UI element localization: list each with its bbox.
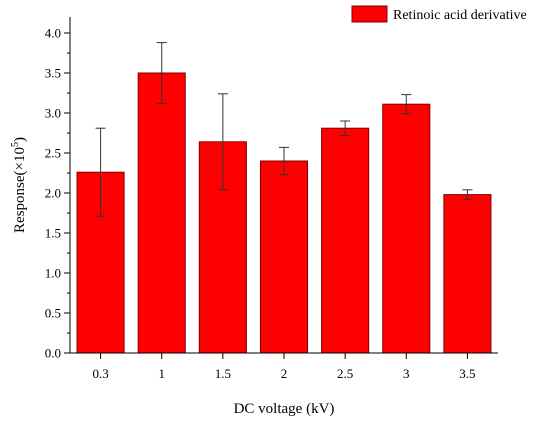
x-tick-label: 2 bbox=[281, 366, 288, 381]
y-tick-label: 2.0 bbox=[45, 186, 61, 201]
y-ticks-group: 0.0 0.5 1.0 1.5 2.0 2.5 3.0 3.5 4.0 bbox=[45, 26, 70, 361]
x-tick-label: 3 bbox=[403, 366, 410, 381]
y-tick-label: 3.5 bbox=[45, 66, 61, 81]
legend: Retinoic acid derivative bbox=[351, 5, 527, 23]
bar bbox=[443, 194, 492, 354]
legend-swatch bbox=[351, 5, 388, 23]
y-axis-title: Response(×105) bbox=[10, 137, 28, 233]
y-tick-label: 1.0 bbox=[45, 266, 61, 281]
y-axis-title-superscript: 5 bbox=[10, 142, 21, 147]
y-tick-label: 2.5 bbox=[45, 146, 61, 161]
bar bbox=[321, 127, 370, 354]
error-bars-group bbox=[95, 42, 473, 217]
x-tick-label: 1 bbox=[158, 366, 165, 381]
legend-label: Retinoic acid derivative bbox=[393, 8, 527, 23]
y-tick-label: 3.0 bbox=[45, 106, 61, 121]
y-tick-label: 0.5 bbox=[45, 306, 61, 321]
x-tick-label: 1.5 bbox=[215, 366, 231, 381]
bars-group bbox=[76, 72, 492, 354]
bar bbox=[259, 160, 309, 354]
bar bbox=[137, 72, 186, 354]
y-tick-label: 1.5 bbox=[45, 226, 61, 241]
y-axis-title-main: Response(×10 bbox=[12, 147, 28, 233]
y-axis-title-suffix: ) bbox=[12, 137, 28, 142]
x-axis-title: DC voltage (kV) bbox=[234, 401, 335, 417]
y-tick-label: 0.0 bbox=[45, 346, 61, 361]
y-tick-label: 4.0 bbox=[45, 26, 61, 41]
bar bbox=[382, 103, 431, 354]
x-ticks-group: 0.3 1 1.5 2 2.5 3 3.5 bbox=[92, 353, 476, 381]
x-tick-label: 2.5 bbox=[337, 366, 353, 381]
x-tick-label: 3.5 bbox=[459, 366, 475, 381]
x-tick-label: 0.3 bbox=[92, 366, 108, 381]
